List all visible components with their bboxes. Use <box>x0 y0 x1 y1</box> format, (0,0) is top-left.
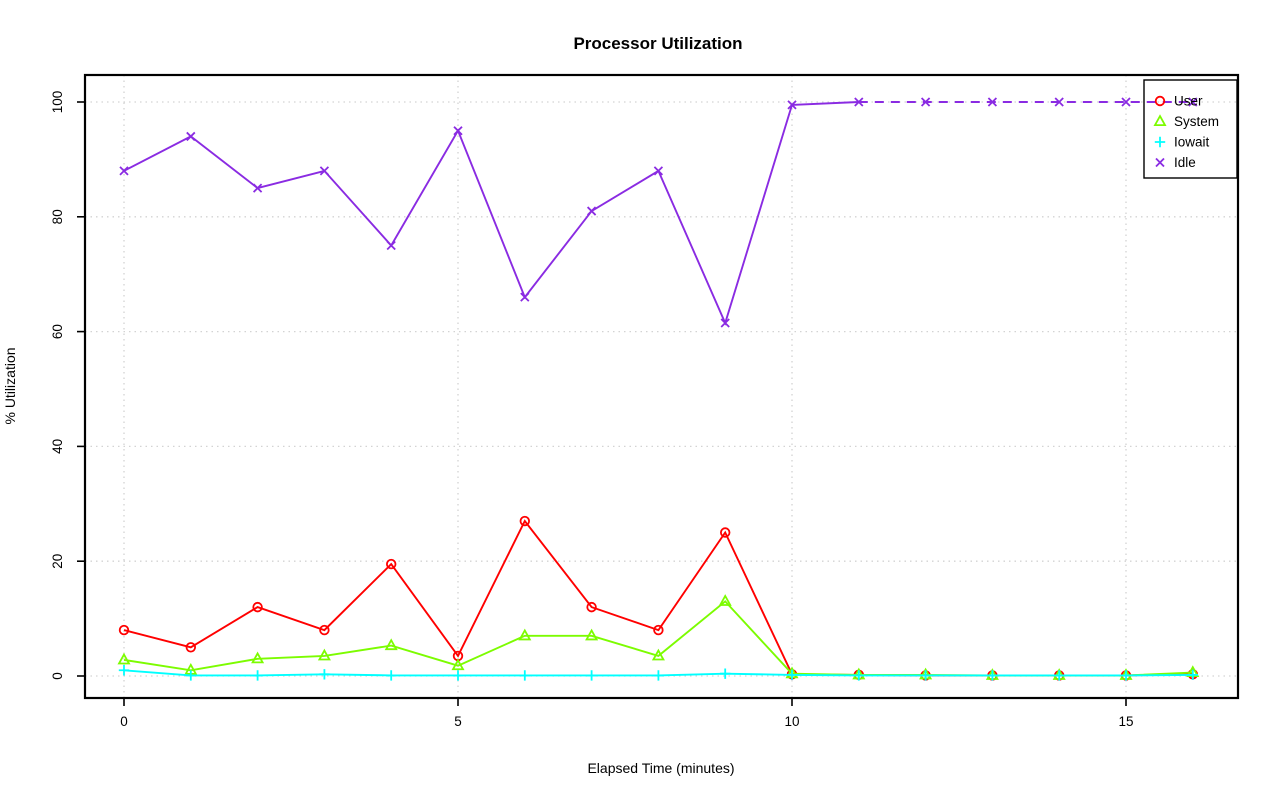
circle-marker <box>252 601 263 613</box>
axis-ticks <box>77 101 1127 706</box>
x-marker <box>787 100 797 110</box>
x-marker <box>1054 97 1064 107</box>
plus-marker <box>920 670 931 681</box>
circle-marker <box>586 601 597 613</box>
x-marker <box>386 240 396 251</box>
plus-marker <box>252 670 263 681</box>
triangle-marker <box>251 651 265 664</box>
x-marker <box>520 292 530 302</box>
legend-label-idle: Idle <box>1174 155 1196 170</box>
triangle-marker <box>718 594 732 606</box>
plus-marker <box>386 670 397 681</box>
series-iowait <box>118 665 1198 681</box>
x-marker <box>252 183 263 193</box>
x-tick-label: 15 <box>1118 714 1133 729</box>
legend: User System Iowait Idle <box>1143 79 1238 179</box>
y-tick-label: 40 <box>50 439 65 454</box>
triangle-marker <box>651 648 665 661</box>
plot-area: 0 5 10 15 0 20 40 60 80 100 User System Iowait Idle <box>50 73 1240 729</box>
x-marker <box>453 126 463 136</box>
plus-marker <box>1120 670 1132 681</box>
triangle-marker <box>518 628 532 641</box>
circle-marker <box>319 624 330 636</box>
triangle-marker <box>317 648 331 661</box>
x-marker <box>987 97 998 107</box>
plot-border <box>83 73 1240 700</box>
triangle-marker <box>117 652 131 665</box>
circle-marker <box>118 624 130 636</box>
x-marker <box>720 318 730 328</box>
triangle-marker <box>451 658 465 671</box>
x-marker <box>1155 157 1165 168</box>
x-tick-label: 0 <box>120 714 128 729</box>
x-marker <box>1121 97 1131 107</box>
plus-marker <box>786 669 798 681</box>
circle-marker <box>519 515 531 527</box>
x-marker <box>920 97 931 107</box>
plus-marker <box>1154 136 1166 148</box>
plus-marker <box>519 670 530 681</box>
plus-marker <box>853 670 864 681</box>
x-tick-label: 10 <box>784 714 799 729</box>
x-marker <box>186 131 196 142</box>
y-tick-label: 0 <box>50 672 65 680</box>
y-tick-label: 80 <box>50 209 65 224</box>
series-system <box>117 594 1200 680</box>
plus-marker <box>319 669 330 680</box>
x-marker <box>119 166 129 176</box>
plus-marker <box>1187 669 1198 681</box>
x-marker <box>319 166 330 176</box>
circle-marker <box>720 527 731 538</box>
plus-marker <box>987 670 998 681</box>
x-marker <box>586 206 597 216</box>
x-axis-label: Elapsed Time (minutes) <box>587 760 734 776</box>
x-tick-label: 5 <box>454 714 462 729</box>
y-axis-label: % Utilization <box>2 347 18 424</box>
x-marker <box>854 97 864 107</box>
plus-marker <box>586 670 597 681</box>
y-tick-label: 100 <box>50 91 65 114</box>
plus-marker <box>185 670 196 681</box>
legend-label-user: User <box>1174 94 1203 109</box>
chart-title: Processor Utilization <box>573 34 742 53</box>
legend-label-system: System <box>1174 114 1219 129</box>
legend-label-iowait: Iowait <box>1174 135 1210 150</box>
triangle-marker <box>1153 114 1167 126</box>
circle-marker <box>185 642 197 653</box>
plus-marker <box>452 670 464 681</box>
plus-marker <box>653 670 664 681</box>
x-marker <box>1188 97 1198 107</box>
y-tick-label: 20 <box>50 554 65 569</box>
plus-marker <box>118 665 130 676</box>
plus-marker <box>720 668 731 679</box>
y-tick-label: 60 <box>50 324 65 339</box>
legend-box <box>1143 79 1238 179</box>
circle-marker <box>1154 95 1166 107</box>
triangle-marker <box>384 638 398 651</box>
circle-marker <box>386 558 397 570</box>
triangle-marker <box>585 628 599 641</box>
plus-marker <box>1054 670 1065 681</box>
series-line <box>123 600 1193 677</box>
series-idle <box>119 97 1198 328</box>
circle-marker <box>653 624 664 636</box>
series-line-solid <box>123 101 859 326</box>
x-marker <box>653 166 664 176</box>
